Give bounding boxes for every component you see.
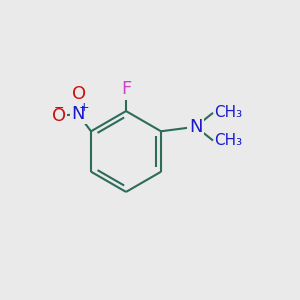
Text: N: N: [189, 118, 202, 136]
Text: CH₃: CH₃: [214, 105, 242, 120]
Text: F: F: [121, 80, 131, 98]
Text: −: −: [53, 102, 64, 116]
Text: N: N: [72, 105, 85, 123]
Text: O: O: [52, 107, 66, 125]
Text: O: O: [72, 85, 86, 103]
Text: CH₃: CH₃: [214, 133, 242, 148]
Text: +: +: [79, 101, 90, 115]
